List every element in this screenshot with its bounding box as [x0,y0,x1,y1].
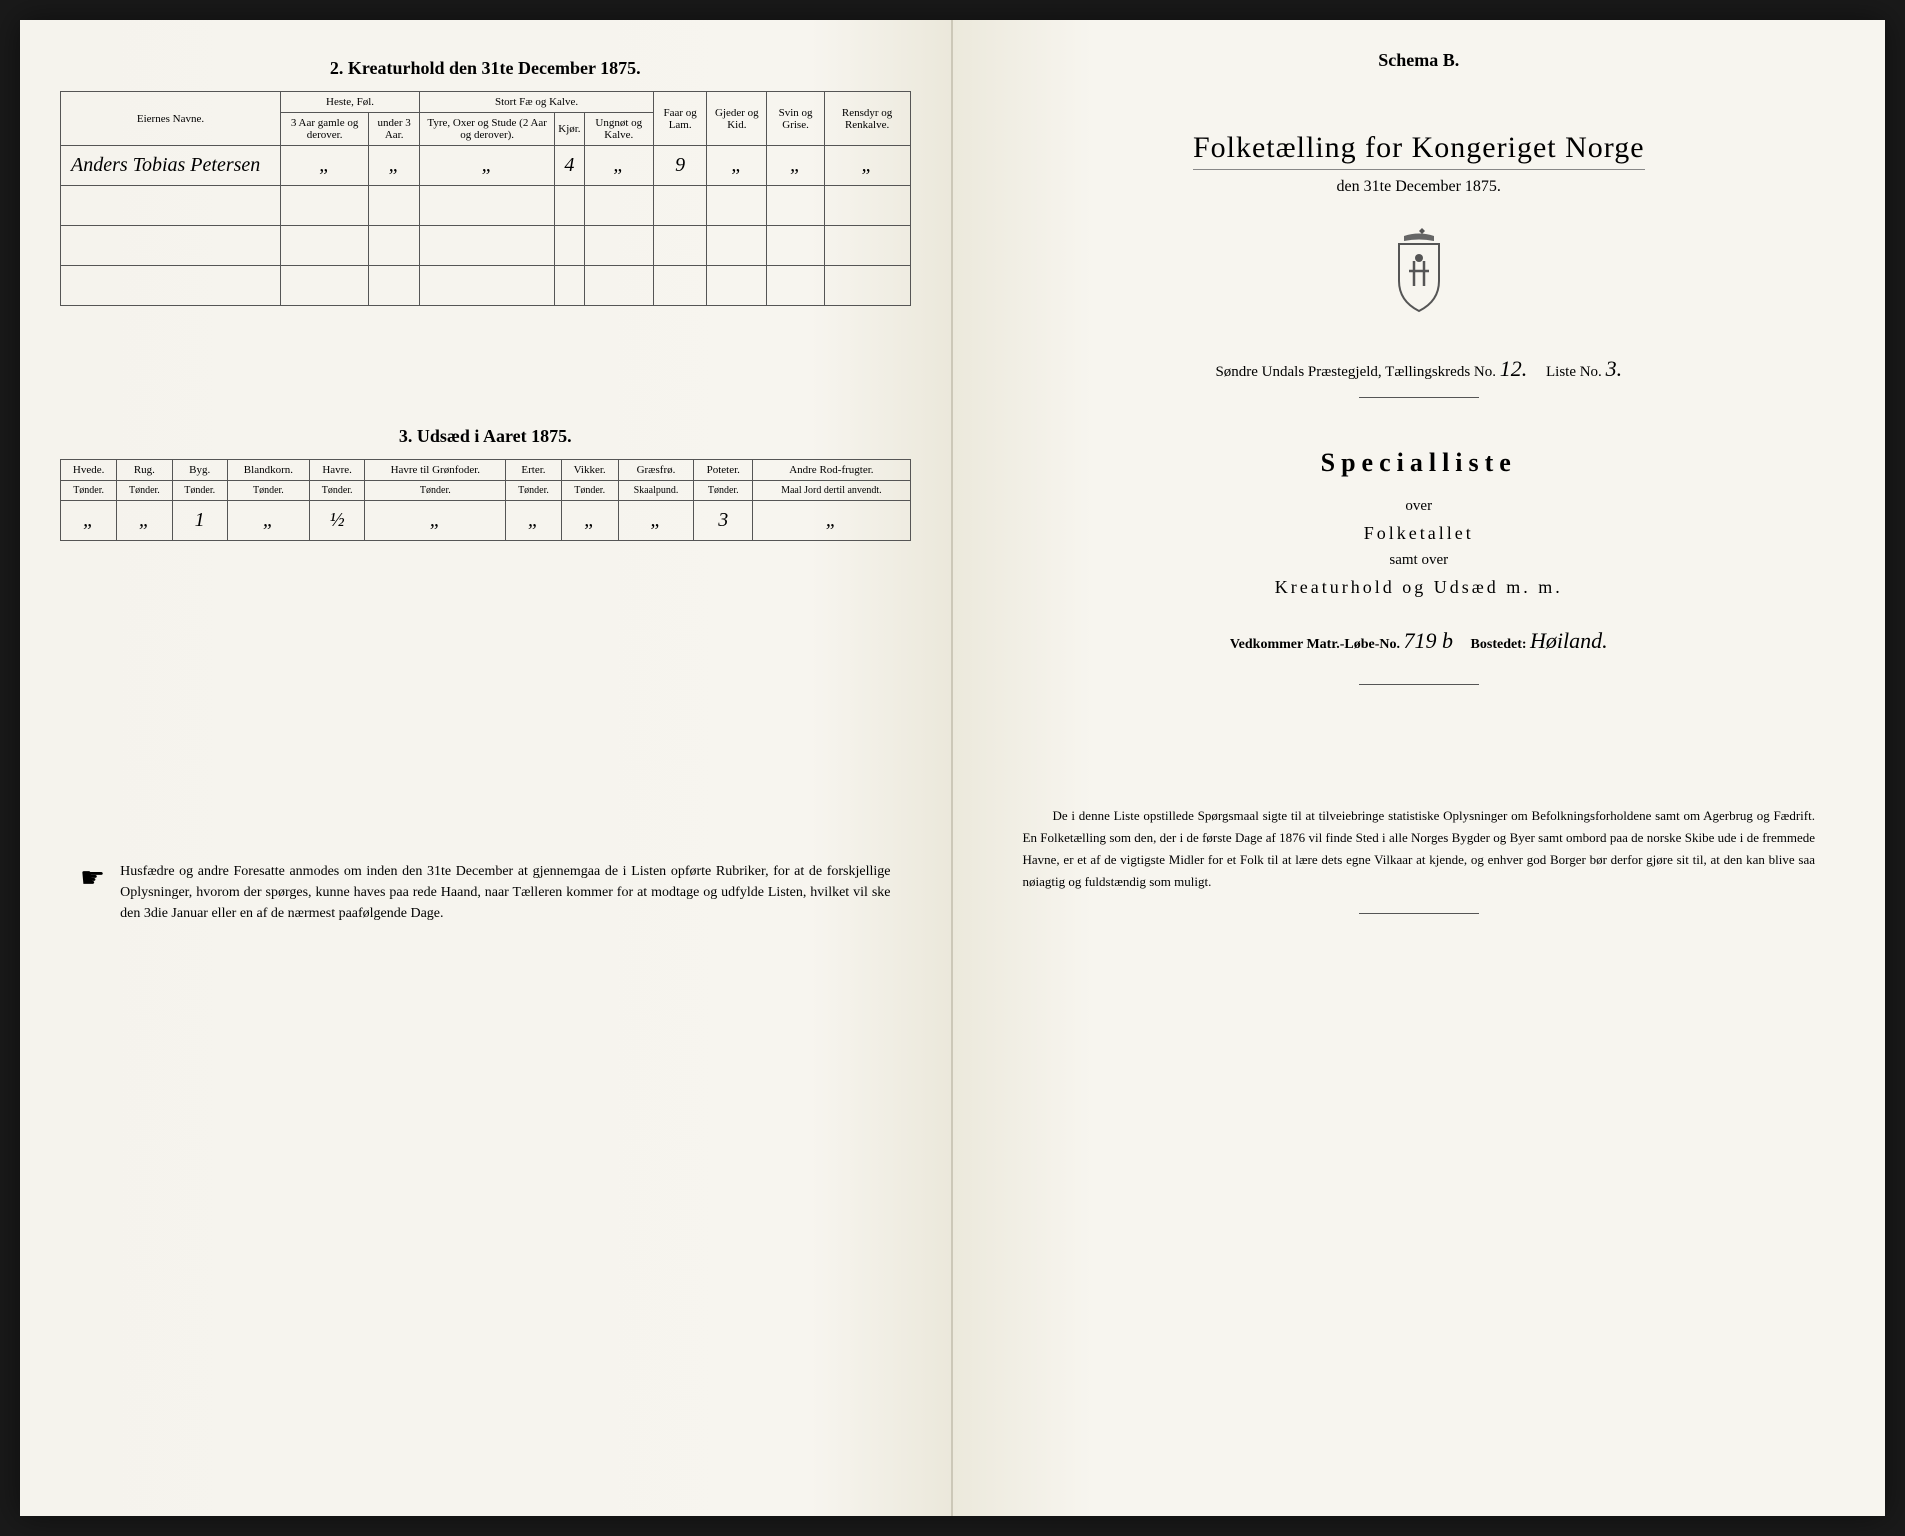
unit: Tønder. [561,481,618,501]
schema-label: Schema B. [993,50,1846,71]
matr-no: 719 b [1404,628,1454,653]
cell-grass: „ [618,501,694,541]
col-grass: Græsfrø. [618,460,694,481]
liste-no: 3. [1606,356,1623,381]
unit: Tønder. [227,481,309,501]
seed-table: Hvede. Rug. Byg. Blandkorn. Havre. Havre… [60,459,911,541]
district-no: 12. [1500,356,1528,381]
col-vetch: Vikker. [561,460,618,481]
col-wheat: Hvede. [61,460,117,481]
bottom-paragraph: De i denne Liste opstillede Spørgsmaal s… [1023,805,1816,893]
unit: Tønder. [694,481,753,501]
cell-cattle-bulls: „ [420,146,555,186]
cell-potatoes: 3 [694,501,753,541]
cell-cattle-cows: 4 [555,146,584,186]
divider [1359,684,1479,685]
col-owner: Eiernes Navne. [61,92,281,146]
cell-peas: „ [506,501,561,541]
col-cattle-calves: Ungnøt og Kalve. [584,113,653,146]
liste-prefix: Liste No. [1546,364,1602,380]
pointing-hand-icon: ☛ [80,861,105,895]
col-oats: Havre. [309,460,364,481]
special-title: Specialliste [993,448,1846,478]
notice-text: Husfædre og andre Foresatte anmodes om i… [120,861,890,924]
cell-sheep: 9 [654,146,707,186]
over-text: over [993,498,1846,515]
col-cattle-cows: Kjør. [555,113,584,146]
unit: Tønder. [61,481,117,501]
livestock-table: Eiernes Navne. Heste, Føl. Stort Fæ og K… [60,91,911,306]
livestock-row: Anders Tobias Petersen „ „ „ 4 „ 9 „ „ „ [61,146,911,186]
col-horses-young: under 3 Aar. [369,113,420,146]
left-page: 2. Kreaturhold den 31te December 1875. E… [20,20,953,1516]
cell-reindeer: „ [824,146,910,186]
cell-pigs: „ [767,146,824,186]
col-horses: Heste, Føl. [281,92,420,113]
unit: Tønder. [365,481,506,501]
samt-over-text: samt over [993,552,1846,569]
col-cattle-bulls: Tyre, Oxer og Stude (2 Aar og derover). [420,113,555,146]
unit: Tønder. [309,481,364,501]
main-title: Folketælling for Kongeriget Norge [1193,131,1645,170]
notice-block: ☛ Husfædre og andre Foresatte anmodes om… [60,861,911,924]
cell-oats: ½ [309,501,364,541]
book-spread: 2. Kreaturhold den 31te December 1875. E… [20,20,1885,1516]
unit: Maal Jord dertil anvendt. [753,481,910,501]
unit: Tønder. [506,481,561,501]
unit: Skaalpund. [618,481,694,501]
cell-mixed: „ [227,501,309,541]
col-reindeer: Rensdyr og Renkalve. [824,92,910,146]
coat-of-arms-icon [1384,226,1454,316]
cell-barley: 1 [172,501,227,541]
district-line: Søndre Undals Præstegjeld, Tællingskreds… [993,356,1846,382]
cell-wheat: „ [61,501,117,541]
col-mixed: Blandkorn. [227,460,309,481]
cell-vetch: „ [561,501,618,541]
unit: Tønder. [172,481,227,501]
cell-goats: „ [707,146,767,186]
col-oats-green: Havre til Grønfoder. [365,460,506,481]
col-rye: Rug. [117,460,172,481]
cell-other: „ [753,501,910,541]
bostedet-line: Vedkommer Matr.-Løbe-No. 719 b Bostedet:… [993,628,1846,654]
bostedet-value: Høiland. [1530,628,1608,653]
col-barley: Byg. [172,460,227,481]
cell-horses-old: „ [281,146,369,186]
empty-row [61,186,911,226]
seed-row: „ „ 1 „ ½ „ „ „ „ 3 „ [61,501,911,541]
subtitle: den 31te December 1875. [993,178,1846,196]
kreatur-text: Kreaturhold og Udsæd m. m. [993,577,1846,598]
divider [1359,913,1479,914]
cell-horses-young: „ [369,146,420,186]
empty-row [61,266,911,306]
cell-rye: „ [117,501,172,541]
section3-title: 3. Udsæd i Aaret 1875. [60,426,911,447]
col-goats: Gjeder og Kid. [707,92,767,146]
col-cattle: Stort Fæ og Kalve. [420,92,654,113]
col-other: Andre Rod-frugter. [753,460,910,481]
col-horses-old: 3 Aar gamle og derover. [281,113,369,146]
section2-title: 2. Kreaturhold den 31te December 1875. [60,58,911,79]
bostedet-prefix: Bostedet: [1471,637,1527,652]
col-pigs: Svin og Grise. [767,92,824,146]
divider [1359,397,1479,398]
col-peas: Erter. [506,460,561,481]
vedk-prefix: Vedkommer Matr.-Løbe-No. [1230,637,1400,652]
district-prefix: Søndre Undals Præstegjeld, Tællingskreds… [1215,364,1496,380]
col-potatoes: Poteter. [694,460,753,481]
unit: Tønder. [117,481,172,501]
cell-cattle-calves: „ [584,146,653,186]
cell-owner: Anders Tobias Petersen [61,146,281,186]
folketallet-text: Folketallet [993,523,1846,544]
empty-row [61,226,911,266]
cell-oats-green: „ [365,501,506,541]
col-sheep: Faar og Lam. [654,92,707,146]
right-page: Schema B. Folketælling for Kongeriget No… [953,20,1886,1516]
